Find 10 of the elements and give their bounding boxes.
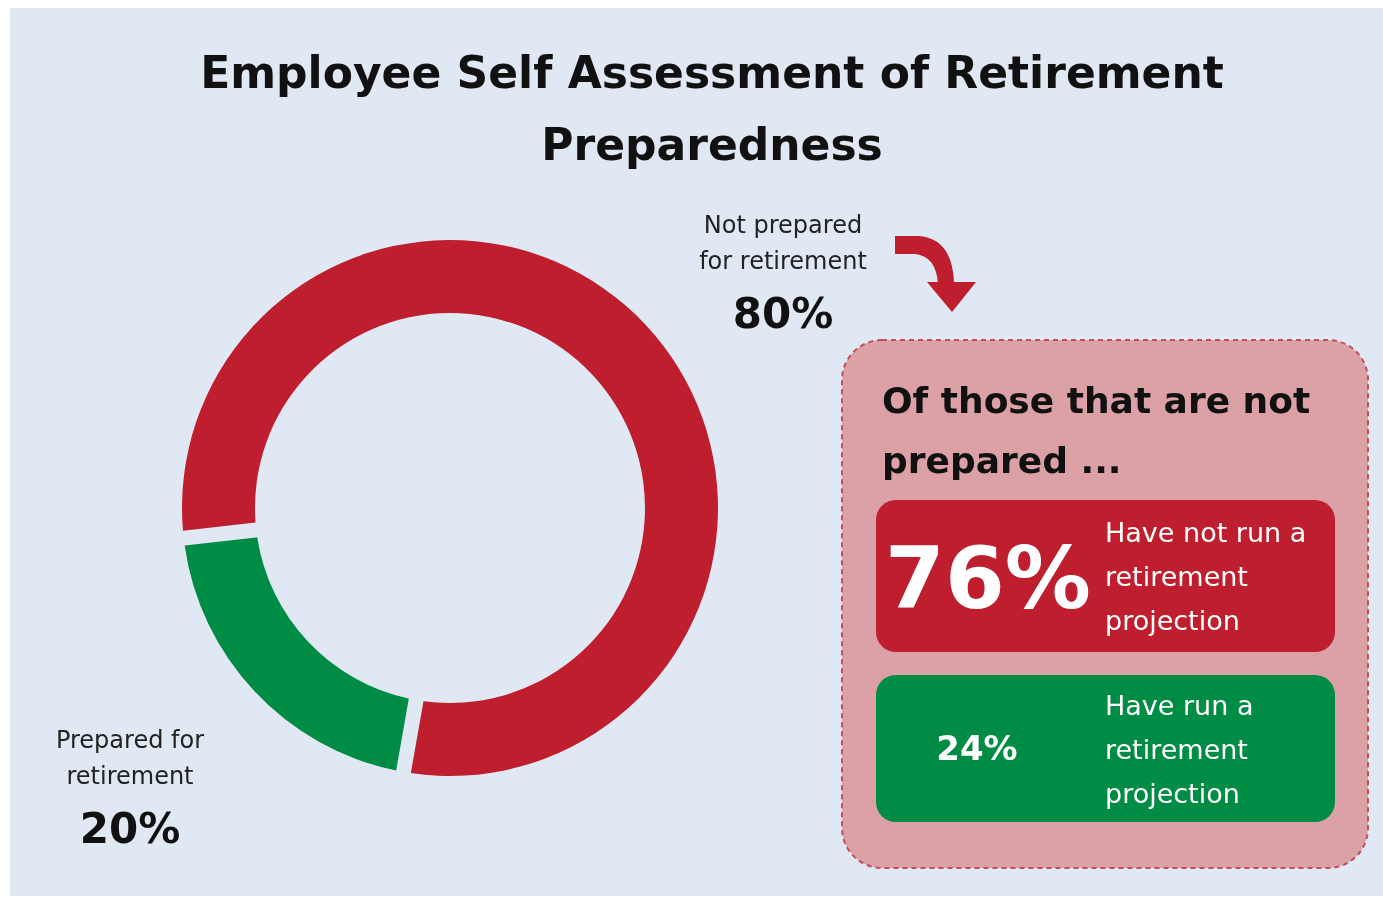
slice-label: Prepared for retirement — [55, 726, 205, 790]
data-label: 80% — [732, 289, 834, 338]
chart-title: Employee Self Assessment of Retirement Preparedness — [200, 47, 1224, 170]
text: 76% — [885, 528, 1091, 628]
data-label: 20% — [79, 804, 181, 853]
slice-label: Not prepared for retirement — [699, 211, 867, 275]
text: Of those that are not prepared ... — [882, 380, 1311, 481]
text: Have not run a retirement projection — [1105, 517, 1307, 636]
text: Have run a retirement projection — [1105, 690, 1254, 809]
text: 24% — [936, 728, 1018, 768]
